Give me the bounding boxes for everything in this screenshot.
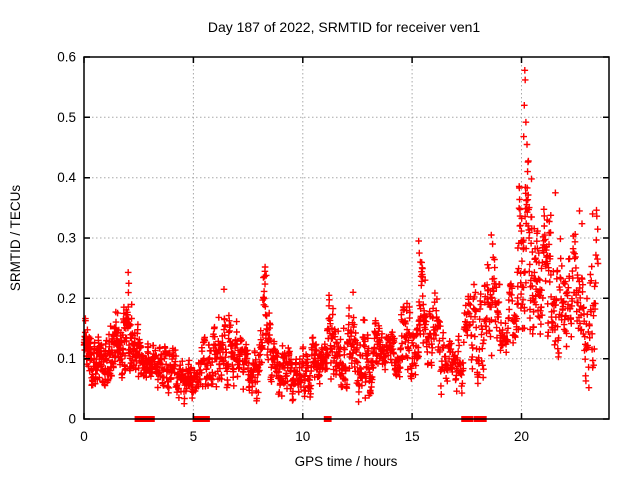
- y-tick-label: 0: [68, 412, 76, 427]
- y-tick-label: 0.1: [57, 351, 76, 366]
- y-axis-label: SRMTID / TECUs: [8, 185, 23, 292]
- y-tick-label: 0.3: [57, 231, 76, 246]
- x-tick-label: 15: [405, 429, 420, 444]
- x-axis-label: GPS time / hours: [295, 454, 398, 469]
- x-tick-label: 10: [295, 429, 310, 444]
- axis-tick-marks: [83, 56, 609, 420]
- x-tick-label: 5: [190, 429, 198, 444]
- y-tick-label: 0.6: [57, 50, 76, 65]
- x-tick-label: 0: [80, 429, 88, 444]
- y-tick-label: 0.5: [57, 110, 76, 125]
- tick-labels: 0 5 10 15 20 0 0.1 0.2 0.3 0.4 0.5 0.6: [57, 50, 529, 445]
- chart-title: Day 187 of 2022, SRMTID for receiver ven…: [208, 19, 481, 35]
- y-tick-label: 0.2: [57, 291, 76, 306]
- y-tick-label: 0.4: [57, 170, 76, 185]
- data-points: [80, 67, 602, 407]
- x-tick-label: 20: [514, 429, 529, 444]
